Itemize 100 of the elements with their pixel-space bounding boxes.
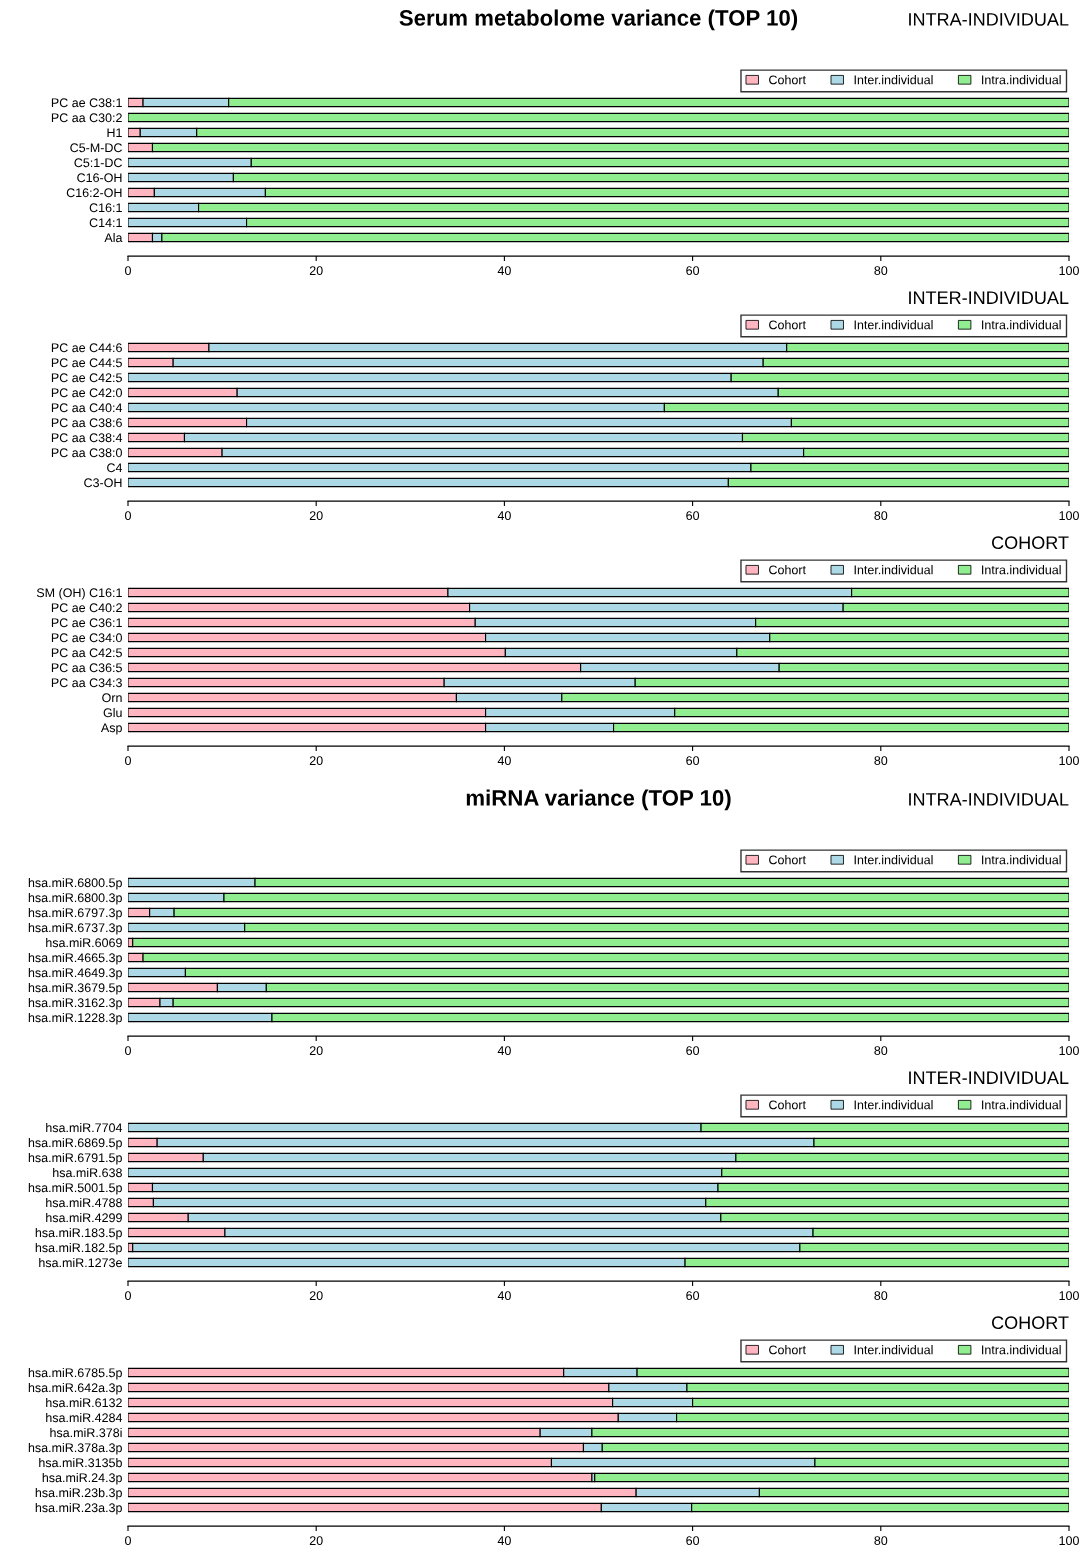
- x-tick-label: 20: [309, 511, 323, 521]
- y-tick-label: hsa.miR.5001.5p: [28, 1182, 122, 1195]
- x-tick-label: 20: [309, 1291, 323, 1301]
- legend-label: Intra.individual: [982, 1345, 1061, 1355]
- y-tick-label: PC ae C38:1: [51, 98, 122, 108]
- x-tick-label: 100: [1059, 1536, 1079, 1546]
- chart-title: Serum metabolome variance (TOP 10): [399, 9, 798, 31]
- legend-label: Inter.individual: [854, 1100, 933, 1110]
- x-tick-label: 40: [497, 1046, 511, 1056]
- y-tick-label: hsa.miR.6797.3p: [28, 907, 122, 920]
- x-tick-label: 80: [874, 511, 888, 521]
- y-tick-label: hsa.miR.4299: [46, 1212, 122, 1223]
- y-tick-label: PC ae C40:2: [51, 603, 122, 613]
- x-tick-label: 60: [686, 756, 700, 766]
- legend-label: Inter.individual: [854, 1345, 933, 1355]
- y-tick-label: hsa.miR.6785.5p: [28, 1367, 122, 1380]
- y-tick-label: hsa.miR.6791.5p: [28, 1152, 122, 1165]
- legend-label: Cohort: [769, 1345, 806, 1355]
- legend-label: Cohort: [769, 855, 806, 865]
- y-tick-label: hsa.miR.24.3p: [42, 1472, 122, 1485]
- y-tick-label: C16:1: [89, 203, 122, 213]
- y-tick-label: Orn: [102, 693, 122, 703]
- x-tick-label: 80: [874, 1291, 888, 1301]
- chart-subtitle: INTER-INDIVIDUAL: [909, 291, 1069, 305]
- x-tick-label: 60: [686, 266, 700, 276]
- y-tick-label: C5:1-DC: [74, 158, 122, 168]
- y-tick-label: PC ae C42:0: [51, 388, 122, 398]
- y-tick-label: hsa.miR.6069: [46, 937, 122, 948]
- x-tick-label: 40: [497, 266, 511, 276]
- x-tick-label: 40: [497, 1536, 511, 1546]
- y-tick-label: hsa.miR.4665.3p: [28, 952, 122, 965]
- x-tick-label: 40: [497, 1291, 511, 1301]
- y-tick-label: hsa.miR.6800.5p: [28, 877, 122, 890]
- y-tick-label: hsa.miR.6800.3p: [28, 892, 122, 905]
- y-tick-label: hsa.miR.4284: [46, 1412, 123, 1423]
- y-tick-label: PC aa C38:6: [51, 418, 122, 428]
- y-tick-label: hsa.miR.638: [53, 1167, 122, 1178]
- bar: [128, 1472, 593, 1483]
- y-tick-label: PC aa C38:0: [51, 448, 122, 458]
- y-tick-label: PC ae C42:5: [51, 373, 122, 383]
- legend-label: Inter.individual: [854, 320, 933, 330]
- legend-label: Cohort: [769, 565, 806, 575]
- y-tick-label: hsa.miR.23a.3p: [35, 1502, 122, 1515]
- y-tick-label: PC ae C44:5: [51, 358, 122, 368]
- y-tick-label: C5-M-DC: [70, 143, 122, 153]
- x-tick-label: 60: [686, 1536, 700, 1546]
- y-tick-label: H1: [107, 128, 122, 138]
- chart-subtitle: INTRA-INDIVIDUAL: [909, 13, 1069, 26]
- y-tick-label: hsa.miR.4788: [46, 1197, 122, 1208]
- y-tick-label: hsa.miR.642a.3p: [28, 1382, 122, 1395]
- y-tick-label: PC ae C36:1: [51, 618, 122, 628]
- legend-label: Intra.individual: [982, 75, 1061, 85]
- y-tick-label: Ala: [104, 232, 123, 243]
- x-tick-label: 40: [497, 511, 511, 521]
- legend-label: Cohort: [769, 75, 806, 85]
- legend-label: Inter.individual: [854, 75, 933, 85]
- legend-label: Intra.individual: [982, 1100, 1061, 1110]
- legend-label: Intra.individual: [982, 855, 1061, 865]
- y-tick-label: hsa.miR.378a.3p: [28, 1442, 122, 1455]
- y-tick-label: hsa.miR.6737.3p: [28, 922, 122, 935]
- x-tick-label: 0: [125, 1291, 131, 1301]
- y-tick-label: hsa.miR.6869.5p: [28, 1137, 122, 1150]
- chart-subtitle: INTER-INDIVIDUAL: [909, 1071, 1069, 1085]
- y-tick-label: hsa.miR.1228.3p: [28, 1012, 122, 1025]
- y-tick-label: hsa.miR.3679.5p: [28, 982, 122, 995]
- bar: [594, 1472, 1069, 1483]
- y-tick-label: PC aa C40:4: [51, 403, 123, 413]
- bar: [132, 937, 1069, 948]
- x-tick-label: 0: [125, 511, 131, 521]
- legend-label: Cohort: [769, 320, 806, 330]
- y-tick-label: hsa.miR.3135b: [39, 1457, 122, 1468]
- x-tick-label: 60: [686, 1291, 700, 1301]
- y-tick-label: hsa.miR.378i: [50, 1427, 122, 1438]
- y-tick-label: PC aa C30:2: [51, 113, 122, 123]
- y-tick-label: hsa.miR.182.5p: [35, 1242, 122, 1255]
- legend-label: Inter.individual: [854, 855, 933, 865]
- y-tick-label: C16-OH: [77, 173, 122, 183]
- chart-subtitle: COHORT: [992, 1316, 1069, 1330]
- x-tick-label: 20: [309, 756, 323, 766]
- x-tick-label: 60: [686, 1046, 700, 1056]
- x-tick-label: 0: [125, 756, 131, 766]
- x-tick-label: 60: [686, 511, 700, 521]
- bar: [128, 112, 1069, 123]
- y-tick-label: hsa.miR.3162.3p: [28, 997, 122, 1010]
- y-tick-label: C3-OH: [84, 478, 122, 488]
- x-tick-label: 40: [497, 756, 511, 766]
- y-tick-label: C4: [107, 463, 123, 473]
- x-tick-label: 20: [309, 1536, 323, 1546]
- legend-label: Intra.individual: [982, 565, 1061, 575]
- y-tick-label: Glu: [103, 707, 122, 718]
- x-tick-label: 100: [1059, 1291, 1079, 1301]
- y-tick-label: PC ae C34:0: [51, 633, 122, 643]
- y-tick-label: SM (OH) C16:1: [36, 587, 122, 600]
- x-tick-label: 80: [874, 1536, 888, 1546]
- chart-subtitle: INTRA-INDIVIDUAL: [909, 793, 1069, 806]
- x-tick-label: 100: [1059, 511, 1079, 521]
- y-tick-label: PC ae C44:6: [51, 343, 122, 353]
- x-tick-label: 100: [1059, 266, 1079, 276]
- y-tick-label: Asp: [100, 723, 122, 735]
- y-tick-label: C16:2-OH: [66, 188, 122, 198]
